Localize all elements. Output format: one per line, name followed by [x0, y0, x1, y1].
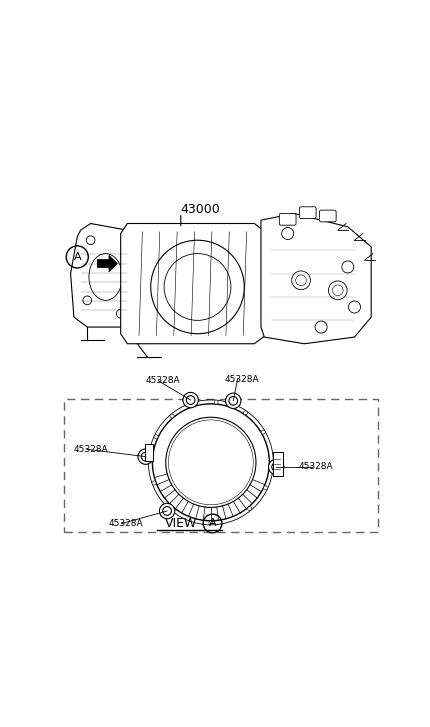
- Circle shape: [314, 321, 326, 333]
- Text: 43000: 43000: [181, 203, 220, 216]
- FancyBboxPatch shape: [319, 210, 335, 222]
- Bar: [145, 444, 153, 461]
- Text: 45328A: 45328A: [108, 519, 143, 529]
- Circle shape: [159, 503, 174, 518]
- Circle shape: [263, 486, 267, 490]
- Ellipse shape: [150, 240, 244, 334]
- Ellipse shape: [89, 254, 122, 300]
- Circle shape: [247, 507, 251, 510]
- Circle shape: [281, 228, 293, 239]
- Circle shape: [152, 481, 156, 485]
- Text: 45328A: 45328A: [74, 445, 108, 454]
- Circle shape: [83, 296, 92, 305]
- Circle shape: [138, 449, 153, 465]
- Circle shape: [268, 459, 283, 475]
- Circle shape: [169, 414, 174, 418]
- Circle shape: [154, 435, 158, 439]
- Text: 45328A: 45328A: [145, 376, 180, 385]
- Circle shape: [348, 301, 359, 313]
- Circle shape: [341, 261, 353, 273]
- Circle shape: [182, 393, 198, 408]
- Text: A: A: [208, 518, 216, 529]
- Polygon shape: [120, 223, 267, 344]
- Polygon shape: [261, 214, 370, 344]
- Text: 45328A: 45328A: [224, 374, 259, 384]
- Circle shape: [328, 281, 346, 300]
- Text: 45328A: 45328A: [298, 462, 333, 471]
- Circle shape: [86, 236, 95, 244]
- Circle shape: [243, 411, 247, 415]
- Circle shape: [261, 430, 264, 434]
- FancyBboxPatch shape: [299, 206, 315, 219]
- Bar: [272, 452, 282, 475]
- Circle shape: [225, 393, 240, 409]
- Bar: [64, 399, 377, 532]
- Polygon shape: [97, 255, 117, 272]
- Circle shape: [214, 400, 218, 404]
- Circle shape: [209, 521, 212, 525]
- FancyBboxPatch shape: [279, 214, 295, 225]
- Text: A: A: [73, 252, 81, 262]
- Text: VIEW: VIEW: [164, 517, 197, 530]
- Ellipse shape: [164, 254, 230, 321]
- Circle shape: [291, 271, 310, 289]
- Polygon shape: [71, 223, 134, 327]
- Circle shape: [116, 310, 125, 318]
